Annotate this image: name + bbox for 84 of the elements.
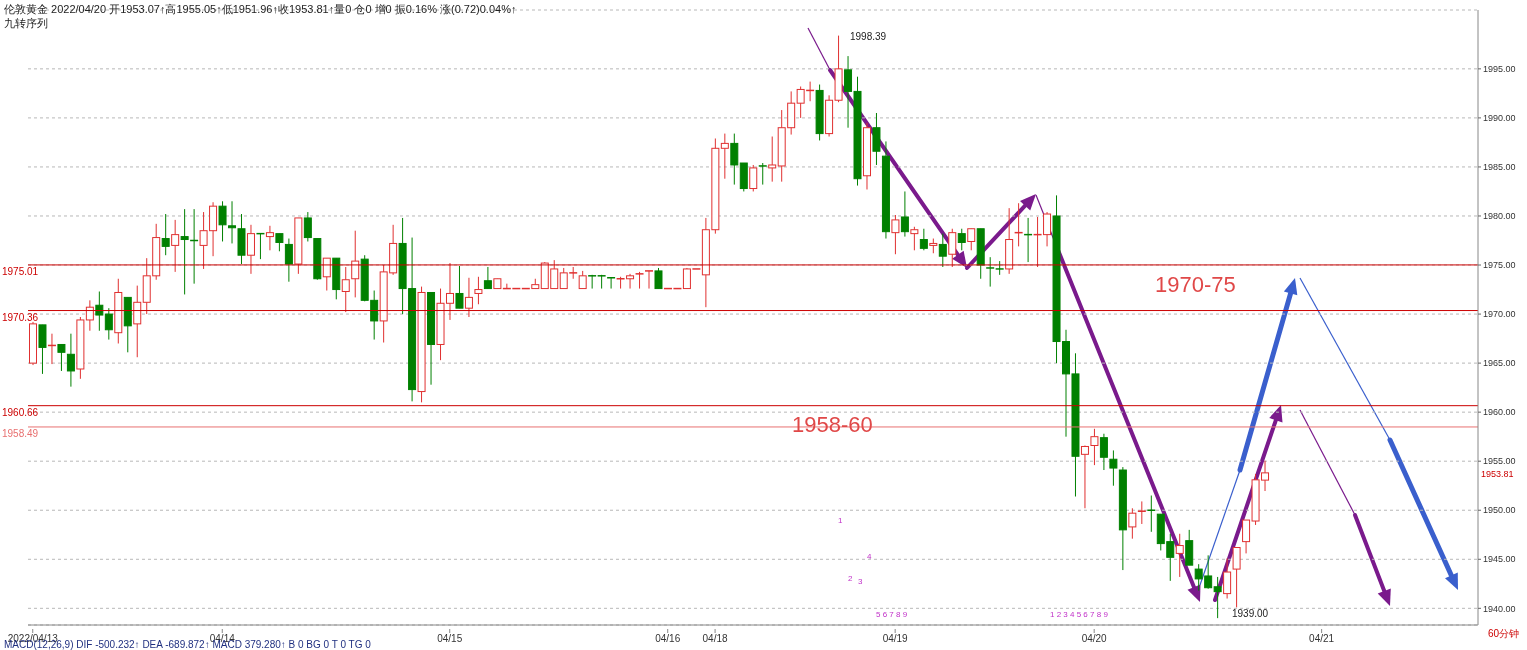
candlestick	[66, 333, 75, 388]
y-tick-label: 1970.00	[1483, 309, 1516, 320]
candlestick	[218, 200, 227, 242]
annotation: 1939.00	[1232, 608, 1269, 619]
y-tick-label: 1990.00	[1483, 113, 1516, 124]
ref-line-label: 1960.66	[2, 406, 39, 418]
candlestick	[1223, 557, 1232, 600]
candlestick	[749, 164, 758, 192]
annotation: 5 6 7 8 9	[876, 610, 908, 619]
candlestick	[171, 219, 180, 273]
candlestick	[228, 200, 237, 244]
text: 60分钟	[1488, 628, 1520, 639]
candlestick	[606, 277, 616, 290]
candlestick	[1090, 428, 1099, 466]
candlestick	[38, 324, 47, 375]
candlestick	[133, 285, 142, 358]
candlestick	[1128, 507, 1137, 540]
y-tick-label: 1940.00	[1483, 603, 1516, 614]
candlestick	[1080, 445, 1089, 509]
candlestick	[455, 265, 464, 309]
ref-line-label: 1970.36	[2, 311, 39, 323]
ref-line-label: 1975.01	[2, 265, 39, 277]
candlestick	[246, 224, 255, 275]
candlestick	[957, 228, 966, 251]
ref-line-label: 1958.49	[2, 427, 39, 439]
x-tick-label: 04/16	[655, 633, 681, 644]
candlestick	[938, 233, 947, 268]
y-tick-label: 1945.00	[1483, 554, 1516, 565]
annotation: 2	[848, 574, 853, 583]
annotation: 4	[867, 552, 872, 561]
candlestick	[57, 343, 66, 372]
y-tick-label: 1960.00	[1483, 407, 1516, 418]
annotation: 1970-75	[1155, 272, 1236, 297]
candlestick	[464, 277, 473, 318]
candlestick	[985, 256, 995, 288]
y-tick-label: 1980.00	[1483, 211, 1516, 222]
x-tick-label: 04/18	[702, 633, 729, 644]
candlestick	[265, 225, 274, 251]
candlestick	[474, 276, 483, 305]
annotation: 1998.39	[850, 31, 887, 42]
candlestick	[654, 267, 663, 290]
annotation: 1	[838, 516, 843, 525]
y-tick-label: 1955.00	[1483, 456, 1516, 467]
candlestick	[483, 266, 492, 290]
candlestick	[1137, 500, 1147, 525]
candlestick	[919, 228, 928, 251]
candlestick	[644, 270, 654, 290]
text: 1953.81	[1481, 469, 1514, 479]
y-tick-label: 1950.00	[1483, 505, 1516, 516]
candlestick	[303, 211, 312, 242]
y-tick-label: 1985.00	[1483, 162, 1516, 173]
candlestick	[872, 112, 881, 166]
candlestick	[967, 228, 976, 251]
candlestick	[1109, 449, 1118, 487]
candlestick	[757, 162, 768, 186]
candlestick	[351, 230, 360, 298]
candlestick	[1175, 533, 1184, 578]
candlestick	[730, 133, 739, 186]
candlestick	[180, 208, 189, 295]
candlestick	[768, 136, 777, 183]
x-tick-label: 04/19	[882, 633, 909, 644]
candlestick	[900, 190, 909, 238]
annotation: 3	[858, 577, 863, 586]
candlestick	[284, 238, 293, 283]
text: 九转序列	[4, 16, 49, 30]
annotation: 1 2 3 4 5 6 7 8 9	[1050, 610, 1109, 619]
candlestick	[95, 291, 104, 332]
candlestick	[341, 266, 350, 313]
candlestick	[891, 214, 900, 255]
y-tick-label: 1975.00	[1483, 260, 1516, 271]
candlestick	[1099, 433, 1108, 471]
candlestick	[161, 213, 170, 256]
candlestick	[910, 226, 919, 251]
candlestick	[1232, 547, 1241, 608]
candlestick	[1146, 495, 1157, 533]
y-tick-label: 1995.00	[1483, 64, 1516, 75]
annotation: 1958-60	[792, 412, 873, 437]
chart-title: 伦敦黄金 2022/04/20 开1953.07↑高1955.05↑低1951.96↑收1953.81↑量0 仓0 增0 振0.16% 涨(0.72)0.04%↑	[4, 2, 517, 16]
x-tick-label: 04/15	[437, 633, 463, 644]
x-tick-label: 04/21	[1309, 633, 1335, 644]
candlestick	[104, 307, 113, 341]
x-tick-label: 04/20	[1081, 633, 1108, 644]
y-tick-label: 1965.00	[1483, 358, 1516, 369]
candlestick	[948, 228, 957, 268]
